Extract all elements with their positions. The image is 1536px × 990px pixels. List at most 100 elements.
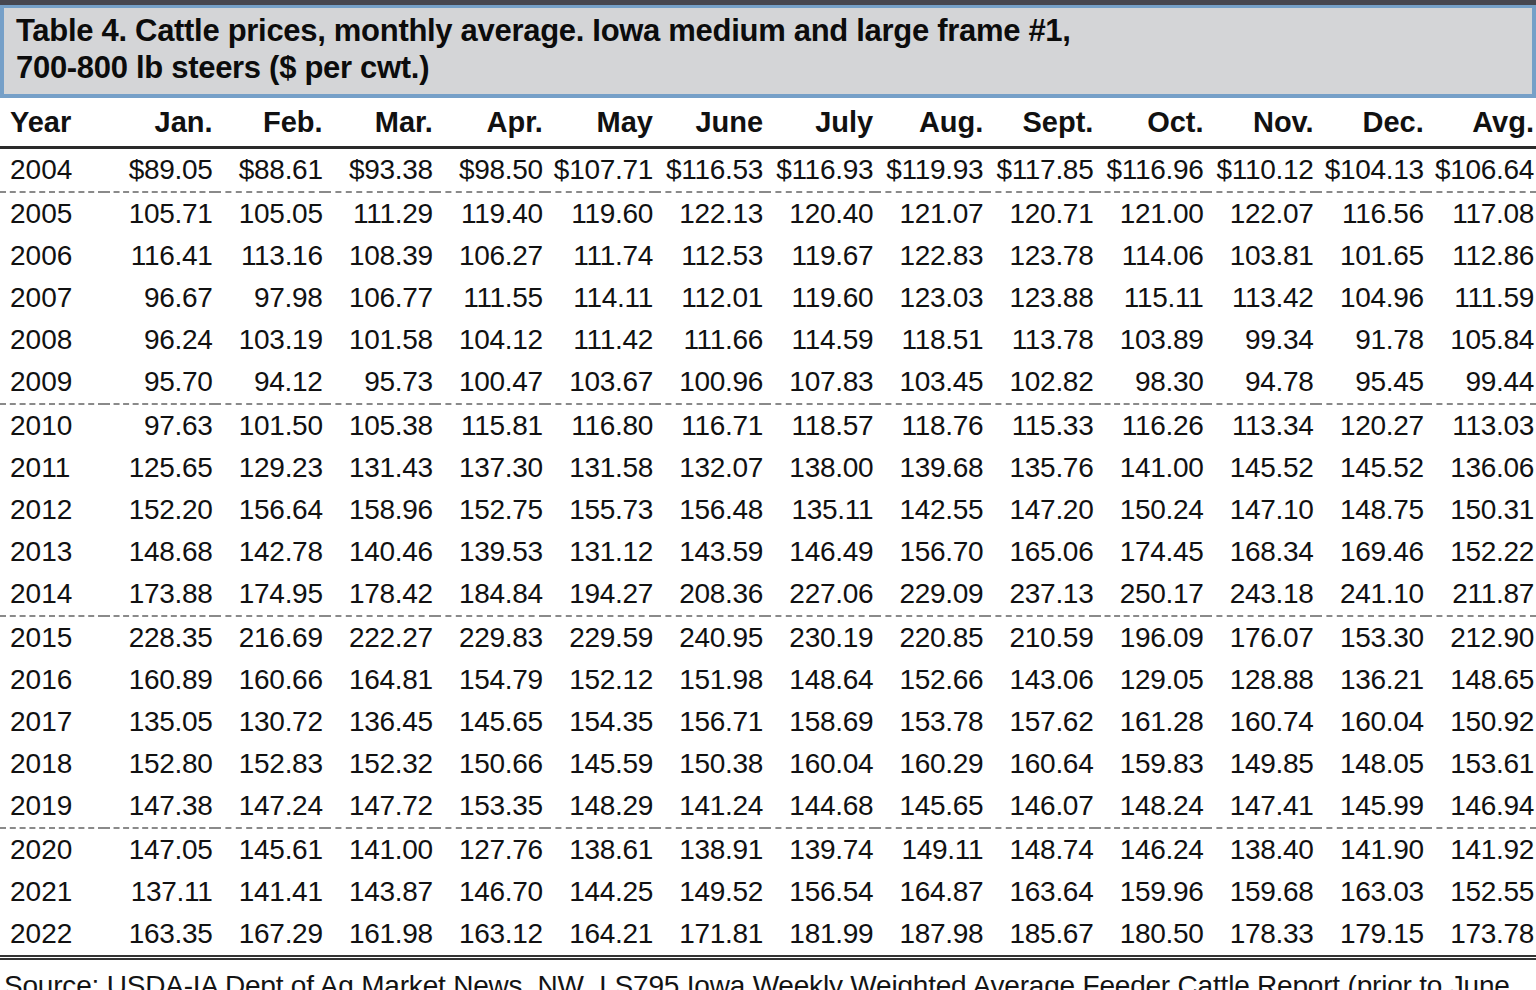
price-cell: 147.20 <box>985 489 1095 531</box>
price-cell: $93.38 <box>325 148 435 193</box>
price-cell: 153.78 <box>875 701 985 743</box>
price-cell: 227.06 <box>765 573 875 616</box>
price-cell: 144.25 <box>545 871 655 913</box>
price-cell: 150.92 <box>1426 701 1536 743</box>
price-cell: 179.15 <box>1316 913 1426 958</box>
price-cell: 101.65 <box>1316 235 1426 277</box>
price-cell: 105.84 <box>1426 319 1536 361</box>
price-cell: 180.50 <box>1095 913 1205 958</box>
price-cell: 147.41 <box>1206 785 1316 828</box>
price-cell: 143.87 <box>325 871 435 913</box>
price-cell: 123.88 <box>985 277 1095 319</box>
price-cell: 163.64 <box>985 871 1095 913</box>
year-cell: 2010 <box>0 404 104 447</box>
price-cell: 163.03 <box>1316 871 1426 913</box>
price-cell: 107.83 <box>765 361 875 404</box>
table-title-line1: Table 4. Cattle prices, monthly average.… <box>16 13 1520 50</box>
column-header-may: May <box>545 100 655 148</box>
table-row-2007: 200796.6797.98106.77111.55114.11112.0111… <box>0 277 1536 319</box>
price-cell: 141.24 <box>655 785 765 828</box>
table-row-2019: 2019147.38147.24147.72153.35148.29141.24… <box>0 785 1536 828</box>
table-row-2022: 2022163.35167.29161.98163.12164.21171.81… <box>0 913 1536 958</box>
price-cell: 122.83 <box>875 235 985 277</box>
price-cell: 165.06 <box>985 531 1095 573</box>
price-cell: 119.60 <box>765 277 875 319</box>
price-cell: 148.68 <box>104 531 214 573</box>
column-header-feb: Feb. <box>215 100 325 148</box>
price-cell: 146.07 <box>985 785 1095 828</box>
price-cell: 229.59 <box>545 616 655 659</box>
price-cell: 145.65 <box>875 785 985 828</box>
price-cell: 148.74 <box>985 828 1095 871</box>
price-cell: 138.61 <box>545 828 655 871</box>
price-cell: 156.48 <box>655 489 765 531</box>
price-cell: $104.13 <box>1316 148 1426 193</box>
table-row-2004: 2004$89.05$88.61$93.38$98.50$107.71$116.… <box>0 148 1536 193</box>
price-cell: 148.29 <box>545 785 655 828</box>
table-row-2017: 2017135.05130.72136.45145.65154.35156.71… <box>0 701 1536 743</box>
price-cell: 112.01 <box>655 277 765 319</box>
year-cell: 2008 <box>0 319 104 361</box>
price-cell: 184.84 <box>435 573 545 616</box>
price-cell: 240.95 <box>655 616 765 659</box>
price-cell: 145.59 <box>545 743 655 785</box>
price-cell: 114.11 <box>545 277 655 319</box>
price-cell: 114.06 <box>1095 235 1205 277</box>
column-header-oct: Oct. <box>1095 100 1205 148</box>
price-cell: 147.72 <box>325 785 435 828</box>
price-cell: 152.66 <box>875 659 985 701</box>
column-header-sept: Sept. <box>985 100 1095 148</box>
price-cell: 113.16 <box>215 235 325 277</box>
price-cell: 111.55 <box>435 277 545 319</box>
year-cell: 2020 <box>0 828 104 871</box>
price-cell: 173.78 <box>1426 913 1536 958</box>
price-cell: 164.81 <box>325 659 435 701</box>
price-cell: 156.64 <box>215 489 325 531</box>
price-cell: 112.86 <box>1426 235 1536 277</box>
price-cell: 94.12 <box>215 361 325 404</box>
price-cell: $116.53 <box>655 148 765 193</box>
price-cell: 99.44 <box>1426 361 1536 404</box>
price-cell: 153.30 <box>1316 616 1426 659</box>
price-cell: 169.46 <box>1316 531 1426 573</box>
price-cell: 103.19 <box>215 319 325 361</box>
year-cell: 2018 <box>0 743 104 785</box>
price-cell: 174.95 <box>215 573 325 616</box>
price-cell: 152.12 <box>545 659 655 701</box>
price-cell: 111.74 <box>545 235 655 277</box>
table-row-2018: 2018152.80152.83152.32150.66145.59150.38… <box>0 743 1536 785</box>
table-row-2011: 2011125.65129.23131.43137.30131.58132.07… <box>0 447 1536 489</box>
price-cell: 96.24 <box>104 319 214 361</box>
price-cell: 250.17 <box>1095 573 1205 616</box>
price-cell: 212.90 <box>1426 616 1536 659</box>
price-cell: 137.11 <box>104 871 214 913</box>
price-cell: 105.71 <box>104 192 214 235</box>
price-cell: 120.40 <box>765 192 875 235</box>
price-cell: 158.69 <box>765 701 875 743</box>
price-cell: 125.65 <box>104 447 214 489</box>
price-cell: 111.42 <box>545 319 655 361</box>
price-cell: 97.98 <box>215 277 325 319</box>
price-cell: 157.62 <box>985 701 1095 743</box>
price-cell: 135.11 <box>765 489 875 531</box>
price-cell: 178.42 <box>325 573 435 616</box>
cattle-price-table: YearJan.Feb.Mar.Apr.MayJuneJulyAug.Sept.… <box>0 100 1536 960</box>
year-cell: 2021 <box>0 871 104 913</box>
price-cell: 168.34 <box>1206 531 1316 573</box>
year-cell: 2012 <box>0 489 104 531</box>
price-cell: $88.61 <box>215 148 325 193</box>
price-cell: 131.43 <box>325 447 435 489</box>
price-cell: 152.80 <box>104 743 214 785</box>
column-header-year: Year <box>0 100 104 148</box>
price-cell: 159.68 <box>1206 871 1316 913</box>
column-header-july: July <box>765 100 875 148</box>
price-cell: 145.99 <box>1316 785 1426 828</box>
table-row-2015: 2015228.35216.69222.27229.83229.59240.95… <box>0 616 1536 659</box>
table-row-2009: 200995.7094.1295.73100.47103.67100.96107… <box>0 361 1536 404</box>
price-cell: 120.27 <box>1316 404 1426 447</box>
price-cell: 113.78 <box>985 319 1095 361</box>
price-cell: 113.42 <box>1206 277 1316 319</box>
year-cell: 2011 <box>0 447 104 489</box>
year-cell: 2006 <box>0 235 104 277</box>
table-body: 2004$89.05$88.61$93.38$98.50$107.71$116.… <box>0 148 1536 958</box>
